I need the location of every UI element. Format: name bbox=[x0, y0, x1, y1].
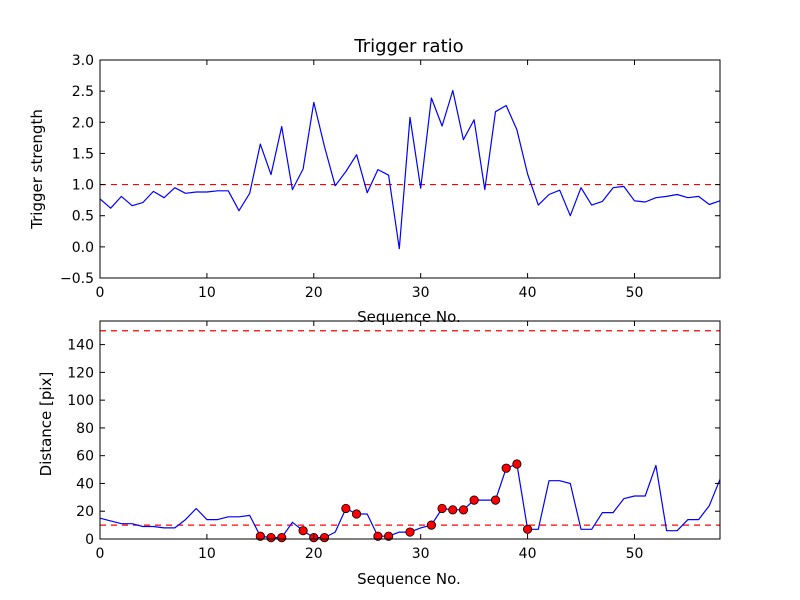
y-tick-label: 1.5 bbox=[72, 146, 94, 162]
flagged-point-marker bbox=[341, 503, 351, 514]
y-axis-label: Trigger strength bbox=[28, 109, 46, 230]
y-tick-label: 80 bbox=[76, 421, 94, 437]
y-tick-label: 0.5 bbox=[72, 209, 94, 225]
flagged-point-marker bbox=[266, 533, 276, 543]
y-tick-label: 120 bbox=[67, 365, 94, 381]
flagged-point-marker bbox=[373, 531, 383, 541]
trigger-ratio-panel: Trigger ratio Sequence No. Trigger stren… bbox=[28, 36, 721, 326]
x-tick-label: 50 bbox=[626, 285, 644, 301]
x-tick-label: 20 bbox=[305, 285, 323, 301]
x-tick-label: 50 bbox=[626, 546, 644, 562]
flagged-point-marker bbox=[319, 533, 330, 543]
flagged-point-marker bbox=[405, 527, 415, 537]
y-tick-label: 100 bbox=[67, 393, 94, 409]
x-tick-label: 0 bbox=[96, 285, 105, 301]
y-tick-label: 0 bbox=[85, 532, 94, 548]
flagged-point-marker bbox=[501, 463, 511, 473]
x-tick-label: 0 bbox=[96, 546, 105, 562]
flagged-point-marker bbox=[255, 531, 265, 541]
distance-panel: Sequence No. Distance [pix] 0 10 20 30 40 50 0… bbox=[37, 320, 721, 588]
x-tick-label: 10 bbox=[198, 546, 216, 562]
y-tick-label: 140 bbox=[67, 338, 94, 354]
flagged-point-marker bbox=[469, 495, 479, 505]
x-tick-label: 30 bbox=[412, 285, 430, 301]
flagged-point-marker bbox=[384, 531, 394, 541]
y-tick-label: 0.0 bbox=[72, 240, 94, 256]
axes-frame bbox=[99, 59, 721, 279]
flagged-point-marker bbox=[522, 524, 533, 534]
x-tick-label: 10 bbox=[198, 285, 216, 301]
x-tick-label: 30 bbox=[412, 546, 430, 562]
y-tick-label: 2.0 bbox=[72, 115, 94, 131]
flagged-point-marker bbox=[277, 533, 287, 543]
trigger-strength-line bbox=[99, 89, 721, 250]
y-tick-label: −0.5 bbox=[60, 271, 94, 287]
flagged-point-marker bbox=[490, 495, 501, 505]
y-tick-label: 40 bbox=[76, 476, 94, 492]
x-tick-label: 40 bbox=[519, 285, 537, 301]
flagged-point-marker bbox=[512, 459, 522, 469]
y-tick-label: 60 bbox=[76, 449, 94, 465]
y-tick-label: 2.5 bbox=[72, 84, 94, 100]
flagged-point-marker bbox=[426, 520, 436, 530]
x-axis-label: Sequence No. bbox=[357, 570, 461, 588]
x-tick-label: 40 bbox=[519, 546, 537, 562]
flagged-point-marker bbox=[437, 503, 447, 514]
chart-title: Trigger ratio bbox=[353, 36, 463, 57]
y-tick-label: 3.0 bbox=[72, 53, 94, 69]
flagged-point-marker bbox=[458, 505, 469, 515]
axes-frame bbox=[99, 320, 721, 540]
flagged-point-marker bbox=[448, 505, 458, 515]
x-axis-label: Sequence No. bbox=[357, 308, 461, 326]
flagged-point-marker bbox=[298, 526, 308, 536]
flagged-point-marker bbox=[351, 509, 362, 519]
y-tick-label: 1.0 bbox=[72, 178, 94, 194]
y-axis-label: Distance [pix] bbox=[37, 372, 55, 477]
y-tick-label: 20 bbox=[76, 504, 94, 520]
x-tick-label: 20 bbox=[305, 546, 323, 562]
